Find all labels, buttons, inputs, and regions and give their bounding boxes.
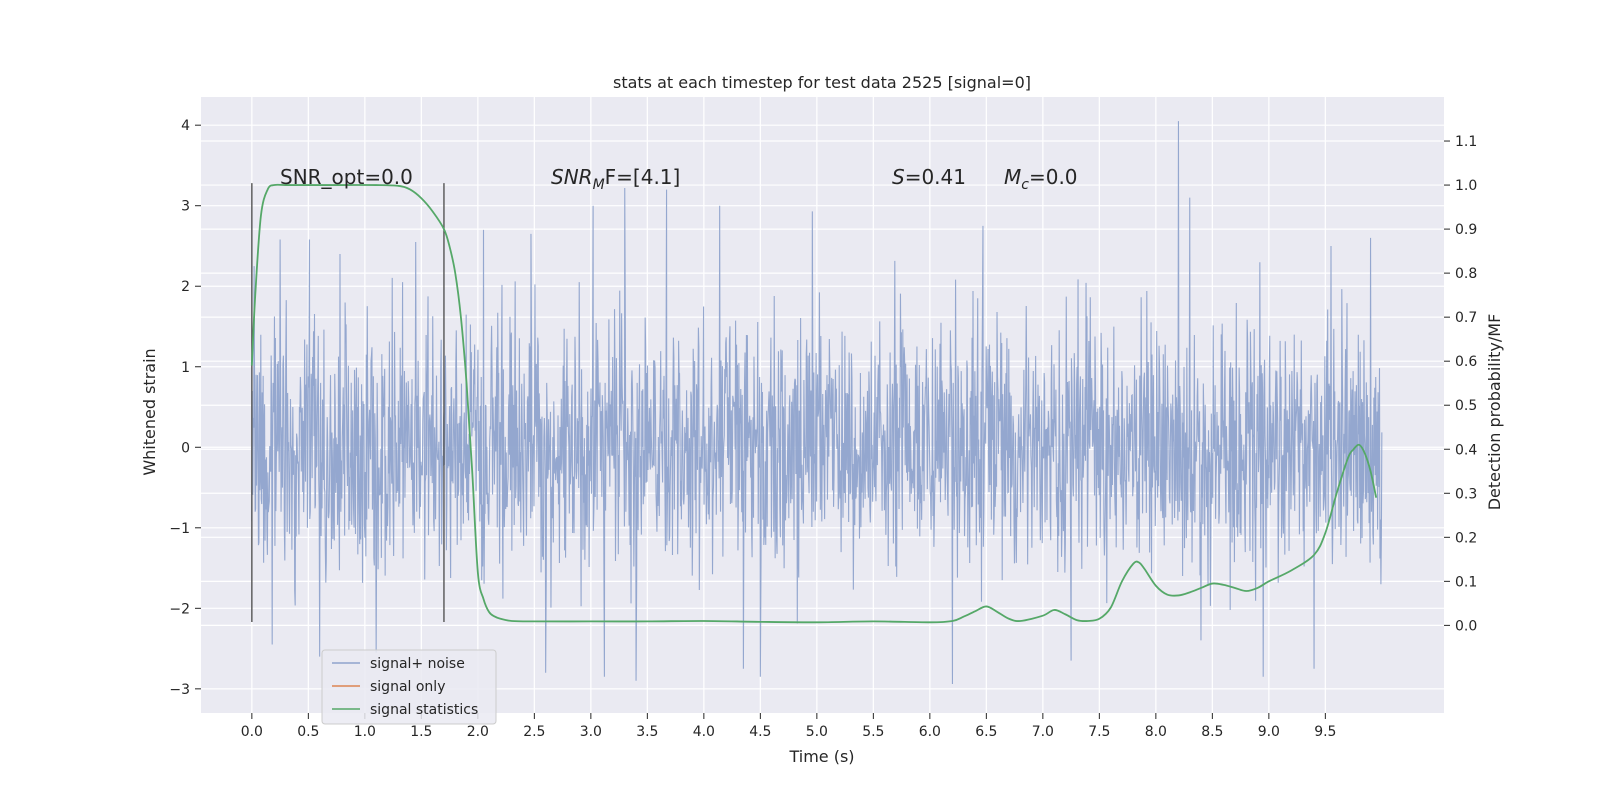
right-y-tick-label: 0.1 — [1455, 574, 1477, 590]
legend-box — [321, 649, 497, 725]
left-y-tick-label: 4 — [181, 118, 190, 134]
signal-noise-series — [251, 121, 1383, 685]
window-markers — [251, 183, 445, 623]
left-y-axis-title: Whitened strain — [140, 348, 159, 475]
left-y-tick-label: −2 — [169, 601, 190, 617]
annotation-s: S=0.41 — [892, 165, 966, 189]
right-y-tick-label: 0.8 — [1455, 266, 1477, 282]
annotation-snr-mf: SNRMF=[4.1] — [551, 165, 680, 193]
left-y-tick-label: 0 — [181, 440, 190, 456]
signal-statistics-line — [250, 183, 1378, 624]
x-tick-label: 7.0 — [1032, 724, 1054, 740]
signal-noise-line — [251, 121, 1383, 685]
left-y-tick-label: 1 — [181, 360, 190, 376]
x-tick-label: 4.0 — [693, 724, 715, 740]
x-tick-label: 1.5 — [410, 724, 432, 740]
right-y-tick-label: 0.0 — [1455, 618, 1477, 634]
left-y-tick-label: 2 — [181, 279, 190, 295]
right-y-tick-label: 0.4 — [1455, 442, 1477, 458]
x-tick-label: 3.5 — [636, 724, 658, 740]
x-tick-label: 9.0 — [1258, 724, 1280, 740]
left-y-tick-label: −1 — [169, 521, 190, 537]
right-y-tick-label: 0.3 — [1455, 486, 1477, 502]
right-y-tick-label: 0.5 — [1455, 398, 1477, 414]
right-y-tick-label: 1.0 — [1455, 178, 1477, 194]
right-y-tick-label: 0.9 — [1455, 222, 1477, 238]
x-tick-label: 0.0 — [241, 724, 263, 740]
legend-label-signal-statistics: signal statistics — [370, 702, 478, 718]
right-y-tick-label: 0.2 — [1455, 530, 1477, 546]
x-tick-label: 8.0 — [1145, 724, 1167, 740]
x-tick-label: 1.0 — [354, 724, 376, 740]
x-tick-label: 5.0 — [806, 724, 828, 740]
right-y-ticks: 1.1 1.0 0.9 0.8 0.7 0.6 0.5 0.4 0.3 0.2 0.1 0.0 — [1444, 134, 1477, 634]
x-ticks: 0.0 0.5 1.0 1.5 2.0 2.5 3.0 3.5 4.0 4.5 5.0 5.5 6.0 6… — [241, 713, 1336, 740]
signal-statistics-series — [250, 183, 1378, 624]
x-tick-label: 8.5 — [1201, 724, 1223, 740]
x-tick-label: 0.5 — [297, 724, 319, 740]
annotation-mc: Mc=0.0 — [1004, 165, 1078, 193]
left-y-tick-label: −3 — [169, 682, 190, 698]
x-tick-label: 2.5 — [523, 724, 545, 740]
legend-label-signal-only: signal only — [370, 679, 445, 695]
x-tick-label: 9.5 — [1314, 724, 1336, 740]
x-tick-label: 4.5 — [749, 724, 771, 740]
right-y-tick-label: 0.6 — [1455, 354, 1477, 370]
x-tick-label: 2.0 — [467, 724, 489, 740]
x-axis-title: Time (s) — [788, 747, 854, 766]
x-tick-label: 5.5 — [862, 724, 884, 740]
left-y-ticks: 4 3 2 1 0 −1 −2 −3 — [169, 118, 201, 698]
annotation-snr-opt: SNR_opt=0.0 — [280, 165, 413, 189]
x-tick-label: 7.5 — [1088, 724, 1110, 740]
right-y-tick-label: 1.1 — [1455, 134, 1477, 150]
x-tick-label: 6.0 — [919, 724, 941, 740]
right-y-axis-title: Detection probability/MF — [1485, 314, 1504, 511]
x-tick-label: 6.5 — [975, 724, 997, 740]
chart-title: stats at each timestep for test data 252… — [613, 73, 1031, 92]
right-y-tick-label: 0.7 — [1455, 310, 1477, 326]
legend-label-signal-noise: signal+ noise — [370, 656, 465, 672]
x-tick-label: 3.0 — [580, 724, 602, 740]
legend: signal+ noise signal only signal statist… — [321, 649, 497, 725]
left-y-tick-label: 3 — [181, 199, 190, 215]
